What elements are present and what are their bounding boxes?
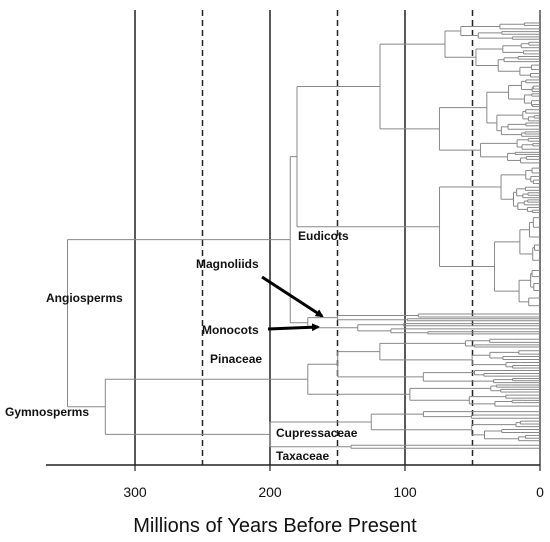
clade-label-pinaceae: Pinaceae [210,352,262,366]
clade-label-cupressaceae: Cupressaceae [276,426,358,440]
clade-label-angiosperms: Angiosperms [46,291,123,305]
phylogenetic-tree [67,22,540,449]
annotation-arrows [261,275,324,332]
x-axis-title: Millions of Years Before Present [133,515,417,537]
clade-label-taxaceae: Taxaceae [276,449,329,463]
magnoliids-arrow [261,275,324,318]
x-axis-ticks: 300 200 100 0 [123,465,544,500]
clade-label-magnoliids: Magnoliids [196,257,259,271]
clade-label-monocots: Monocots [202,323,259,337]
x-tick-label-300: 300 [123,484,147,500]
clade-label-gymnosperms: Gymnosperms [5,405,89,419]
x-tick-label-100: 100 [393,484,417,500]
monocots-arrow [267,323,320,332]
clade-labels: Angiosperms Gymnosperms Eudicots Magnoli… [5,229,358,463]
x-tick-label-200: 200 [258,484,282,500]
x-tick-label-0: 0 [536,484,544,500]
clade-label-eudicots: Eudicots [298,229,349,243]
